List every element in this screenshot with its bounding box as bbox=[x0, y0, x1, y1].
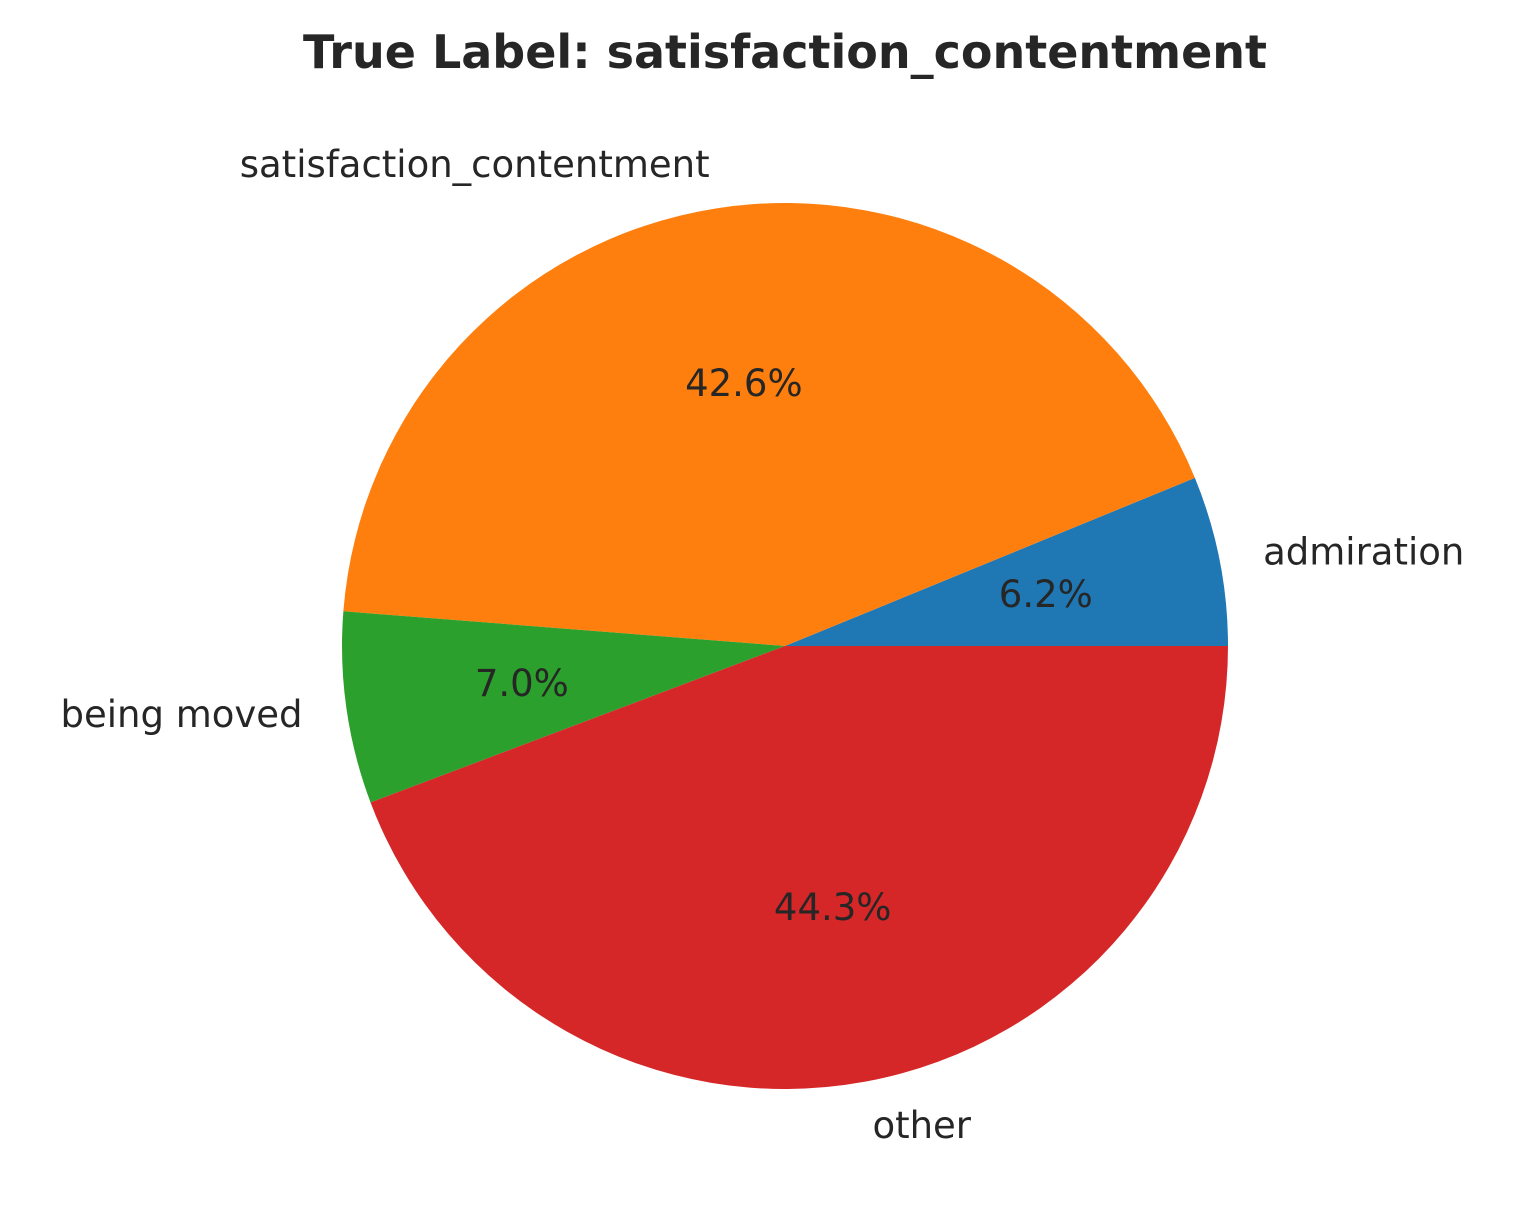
slice-label: being moved bbox=[60, 693, 302, 736]
pie-slices bbox=[342, 203, 1228, 1089]
pie-slice-other bbox=[370, 646, 1228, 1089]
slice-percentage-label: 6.2% bbox=[999, 573, 1093, 616]
slice-percentage-label: 44.3% bbox=[774, 886, 892, 929]
pie-slice-admiration bbox=[785, 477, 1228, 646]
slice-percentage-label: 42.6% bbox=[685, 362, 803, 405]
pie-labels: admiration 6.2% satisfaction_contentment 42… bbox=[60, 143, 1464, 1147]
pie-slice-satisfaction-contentment bbox=[343, 203, 1195, 646]
slice-label: admiration bbox=[1263, 530, 1464, 573]
chart-title: True Label: satisfaction_contentment bbox=[303, 25, 1267, 79]
slice-label: other bbox=[872, 1104, 971, 1147]
pie-slice-being-moved bbox=[342, 611, 785, 803]
slice-percentage-label: 7.0% bbox=[475, 662, 569, 705]
slice-label: satisfaction_contentment bbox=[240, 143, 710, 186]
